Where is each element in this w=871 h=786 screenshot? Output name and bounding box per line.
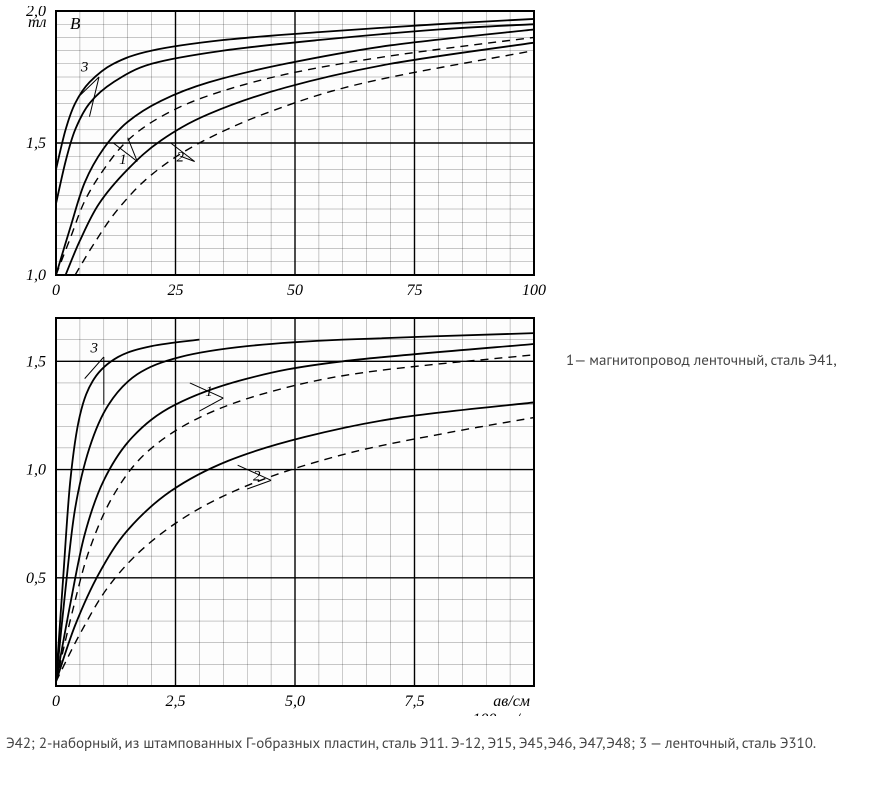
svg-text:25: 25 xyxy=(168,282,184,299)
svg-text:тл: тл xyxy=(28,14,47,31)
svg-text:1,0: 1,0 xyxy=(26,462,46,479)
svg-text:50: 50 xyxy=(287,282,303,299)
svg-text:ав/см: ав/см xyxy=(493,693,530,710)
svg-text:0: 0 xyxy=(52,693,60,710)
svg-text:7,5: 7,5 xyxy=(405,693,425,710)
svg-text:0: 0 xyxy=(52,282,60,299)
svg-text:75: 75 xyxy=(407,282,423,299)
chart-svg: 31202550751001,01,52,0тлВ31202,55,07,50,… xyxy=(6,6,556,716)
figure-row: 31202550751001,01,52,0тлВ31202,55,07,50,… xyxy=(6,6,865,716)
svg-text:5,0: 5,0 xyxy=(285,693,305,710)
magnetization-curves-figure: 31202550751001,01,52,0тлВ31202,55,07,50,… xyxy=(6,6,556,716)
svg-text:1,5: 1,5 xyxy=(26,135,46,152)
side-caption: 1— магнитопровод ленточный, сталь Э41, xyxy=(566,350,865,373)
svg-text:• 100 ав/м: • 100 ав/м xyxy=(463,711,530,716)
svg-text:0,5: 0,5 xyxy=(26,570,46,587)
bottom-caption: Э42; 2-наборный, из штампованных Г-образ… xyxy=(6,732,865,756)
svg-text:1: 1 xyxy=(205,384,213,400)
svg-text:100: 100 xyxy=(522,282,546,299)
svg-text:1,5: 1,5 xyxy=(26,353,46,370)
svg-text:1,0: 1,0 xyxy=(26,267,46,284)
svg-text:3: 3 xyxy=(89,341,98,357)
svg-text:2: 2 xyxy=(177,149,185,165)
svg-text:В: В xyxy=(70,14,81,33)
svg-text:3: 3 xyxy=(80,60,89,76)
svg-text:2,5: 2,5 xyxy=(166,693,186,710)
svg-text:2: 2 xyxy=(253,468,261,484)
svg-text:1: 1 xyxy=(119,152,127,168)
